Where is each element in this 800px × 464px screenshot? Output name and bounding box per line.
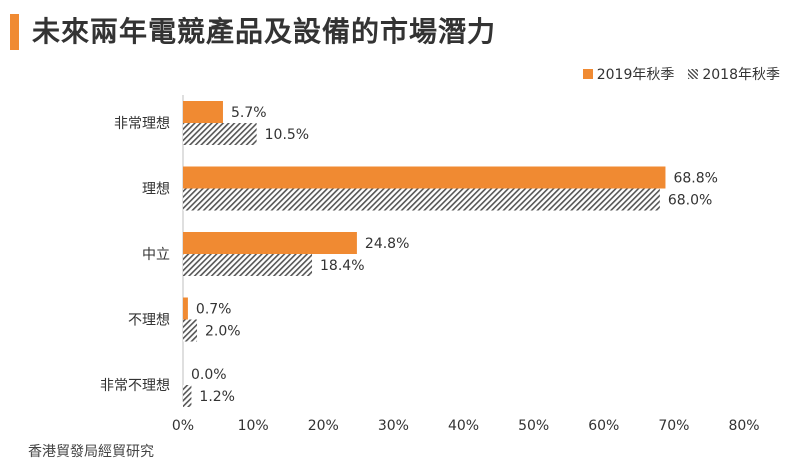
- x-tick-label: 0%: [172, 418, 194, 434]
- data-label: 68.8%: [673, 171, 717, 187]
- bar-2019: [183, 101, 223, 123]
- category-label: 非常不理想: [100, 378, 170, 394]
- data-label: 5.7%: [231, 105, 267, 121]
- bar-2019: [183, 166, 666, 189]
- data-label: 10.5%: [265, 127, 309, 143]
- data-label: 18.4%: [320, 258, 364, 274]
- bar-2018: [183, 188, 660, 211]
- category-label: 理想: [142, 182, 170, 198]
- x-tick-label: 70%: [658, 418, 689, 434]
- data-label: 0.7%: [196, 302, 232, 318]
- data-label: 0.0%: [191, 367, 227, 383]
- x-tick-label: 80%: [728, 418, 759, 434]
- x-tick-label: 10%: [238, 418, 269, 434]
- x-tick-label: 40%: [448, 418, 479, 434]
- bar-2018: [183, 254, 313, 276]
- bar-2019: [183, 232, 357, 254]
- bar-2018: [183, 123, 257, 145]
- bar-2018: [183, 385, 192, 407]
- bar-2018: [183, 319, 198, 342]
- category-label: 不理想: [128, 313, 170, 329]
- bar-2019: [183, 297, 188, 320]
- data-label: 1.2%: [199, 389, 235, 405]
- legend-item-2018: 2018年秋季: [688, 64, 780, 84]
- x-tick-label: 50%: [518, 418, 549, 434]
- x-tick-label: 30%: [378, 418, 409, 434]
- x-tick-label: 60%: [588, 418, 619, 434]
- legend-item-2019: 2019年秋季: [582, 64, 675, 84]
- source-note: 香港貿發局經貿研究: [28, 444, 154, 460]
- category-label: 非常理想: [114, 116, 170, 132]
- data-label: 2.0%: [205, 324, 241, 340]
- legend-swatch-2019: [582, 69, 593, 79]
- x-tick-label: 20%: [308, 418, 339, 434]
- legend: 2019年秋季 2018年秋季: [569, 64, 780, 84]
- data-label: 24.8%: [365, 236, 409, 252]
- legend-swatch-2018: [688, 69, 699, 79]
- data-label: 68.0%: [668, 193, 712, 209]
- chart-title: 未來兩年電競產品及設備的市場潛力: [32, 15, 497, 48]
- title-accent-bar: [10, 14, 19, 50]
- legend-label-2018: 2018年秋季: [702, 67, 780, 83]
- category-label: 中立: [142, 247, 170, 263]
- legend-label-2019: 2019年秋季: [596, 67, 675, 83]
